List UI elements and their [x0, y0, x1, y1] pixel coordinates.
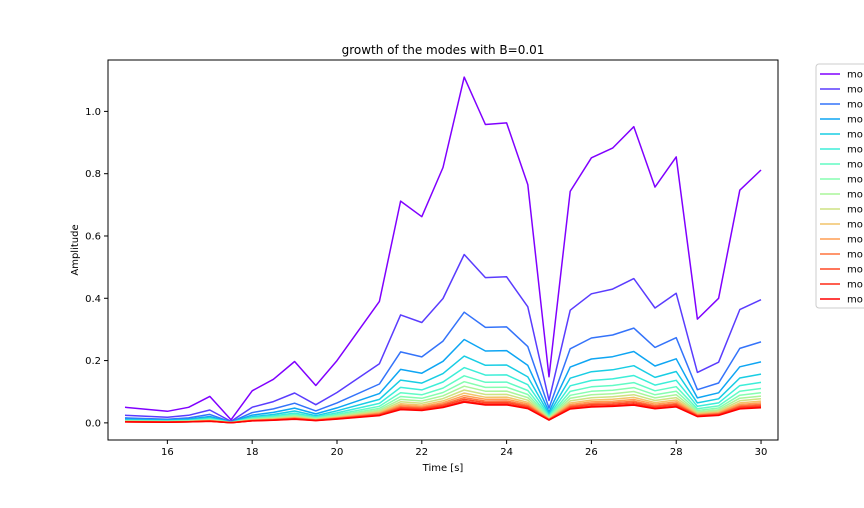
legend-label: mo	[847, 160, 863, 171]
plot-frame	[107, 59, 779, 441]
x-tick-label: 16	[161, 447, 174, 458]
legend-label: mo	[847, 280, 863, 291]
x-tick-label: 24	[500, 447, 513, 458]
legend-box	[815, 63, 864, 309]
y-tick-label: 0.8	[85, 169, 101, 180]
x-tick-label: 30	[755, 447, 768, 458]
series-layer	[124, 76, 762, 424]
legend-label: mo	[847, 265, 863, 276]
y-tick-label: 0.0	[85, 418, 101, 429]
y-tick-label: 1.0	[85, 107, 101, 118]
legend-label: mo	[847, 100, 863, 111]
legend-label: mo	[847, 70, 863, 81]
y-tick-label: 0.2	[85, 356, 101, 367]
series-line-16	[124, 401, 762, 424]
series-line-4	[124, 338, 762, 423]
legend-label: mo	[847, 130, 863, 141]
y-tick-label: 0.6	[85, 231, 101, 242]
legend-label: mo	[847, 85, 863, 96]
chart-title: growth of the modes with B=0.01	[342, 43, 545, 57]
x-tick-label: 18	[246, 447, 259, 458]
legend-label: mo	[847, 235, 863, 246]
x-tick-label: 26	[585, 447, 598, 458]
y-tick-label: 0.4	[85, 294, 101, 305]
legend-label: mo	[847, 220, 863, 231]
y-axis-label: Amplitude	[70, 224, 81, 275]
legend-label: mo	[847, 145, 863, 156]
y-axis: 0.0 0.2 0.4 0.6 0.8 1.0	[85, 107, 108, 429]
series-line-2	[124, 253, 762, 423]
legend-label: mo	[847, 115, 863, 126]
x-tick-label: 28	[670, 447, 683, 458]
legend-label: mo	[847, 175, 863, 186]
x-axis-label: Time [s]	[422, 463, 464, 474]
series-line-3	[124, 311, 762, 423]
series-line-1	[124, 76, 762, 421]
legend-label: mo	[847, 250, 863, 261]
x-tick-label: 20	[331, 447, 344, 458]
legend-label: mo	[847, 190, 863, 201]
legend: mo mo mo mo mo mo mo mo mo mo mo mo mo mo mo mo	[815, 63, 864, 309]
x-axis: 16 18 20 22 24 26 28 30	[161, 440, 767, 458]
legend-label: mo	[847, 295, 863, 306]
x-tick-label: 22	[415, 447, 428, 458]
legend-label: mo	[847, 205, 863, 216]
